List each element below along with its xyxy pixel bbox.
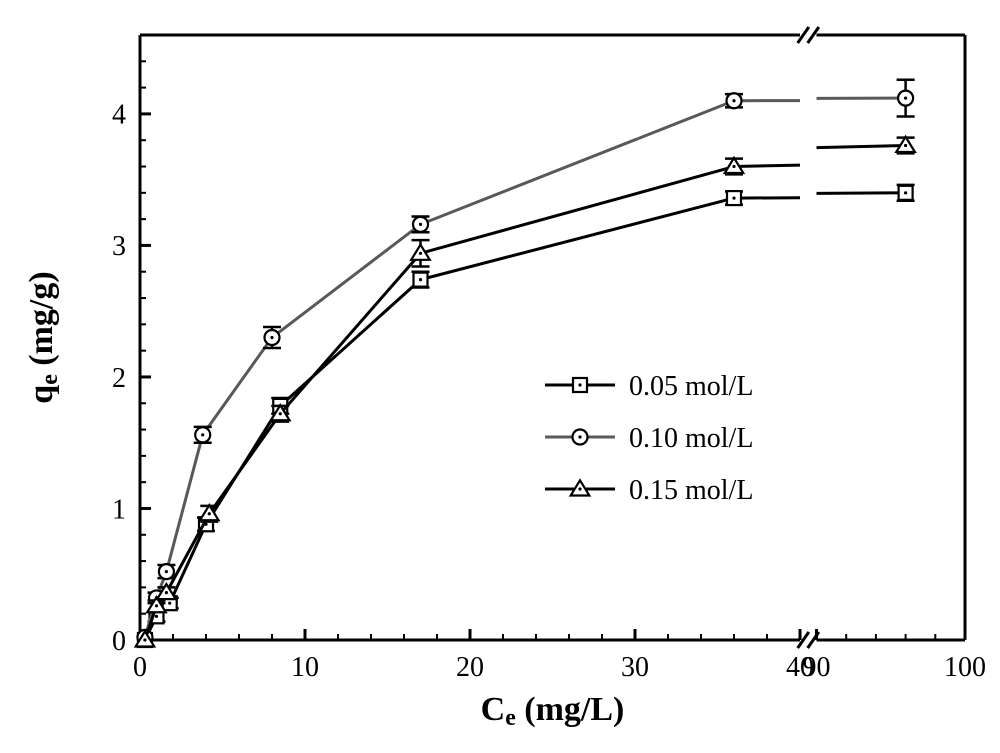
y-tick-label: 3 (112, 231, 126, 262)
x-tick-label: 10 (291, 652, 319, 683)
x-tick-label: 90 (803, 652, 831, 683)
marker-center-dot (904, 191, 907, 194)
adsorption-isotherm-chart: 0102030409010001234Ce (mg/L)qe (mg/g)0.0… (0, 0, 1000, 753)
y-tick-label: 4 (112, 100, 126, 131)
marker-center-dot (419, 252, 422, 255)
marker-center-dot (155, 615, 158, 618)
marker-center-dot (208, 512, 211, 515)
marker-center-dot (578, 435, 581, 438)
x-tick-label: 20 (456, 652, 484, 683)
y-tick-label: 2 (112, 363, 126, 394)
marker-center-dot (270, 336, 273, 339)
x-tick-label: 30 (621, 652, 649, 683)
marker-center-dot (165, 591, 168, 594)
series-line (734, 165, 800, 166)
marker-center-dot (419, 223, 422, 226)
y-tick-label: 0 (112, 626, 126, 657)
series-line (817, 193, 906, 194)
axis-label: Ce (mg/L) (481, 691, 625, 731)
y-tick-label: 1 (112, 494, 126, 525)
marker-center-dot (732, 196, 735, 199)
x-tick-label: 0 (133, 652, 147, 683)
marker-center-dot (279, 412, 282, 415)
marker-center-dot (732, 99, 735, 102)
marker-center-dot (168, 602, 171, 605)
marker-center-dot (578, 487, 581, 490)
chart-container: 0102030409010001234Ce (mg/L)qe (mg/g)0.0… (0, 0, 1000, 753)
marker-center-dot (419, 278, 422, 281)
marker-center-dot (165, 570, 168, 573)
legend-label: 0.15 mol/L (629, 475, 753, 506)
marker-center-dot (732, 165, 735, 168)
marker-center-dot (201, 433, 204, 436)
x-tick-label: 100 (944, 652, 986, 683)
marker-center-dot (904, 144, 907, 147)
marker-center-dot (578, 383, 581, 386)
legend-label: 0.10 mol/L (629, 423, 753, 454)
marker-center-dot (904, 97, 907, 100)
marker-center-dot (155, 604, 158, 607)
legend-label: 0.05 mol/L (629, 371, 753, 402)
svg-text:Ce (mg/L): Ce (mg/L) (481, 691, 625, 731)
marker-center-dot (143, 638, 146, 641)
series-line (817, 145, 906, 147)
